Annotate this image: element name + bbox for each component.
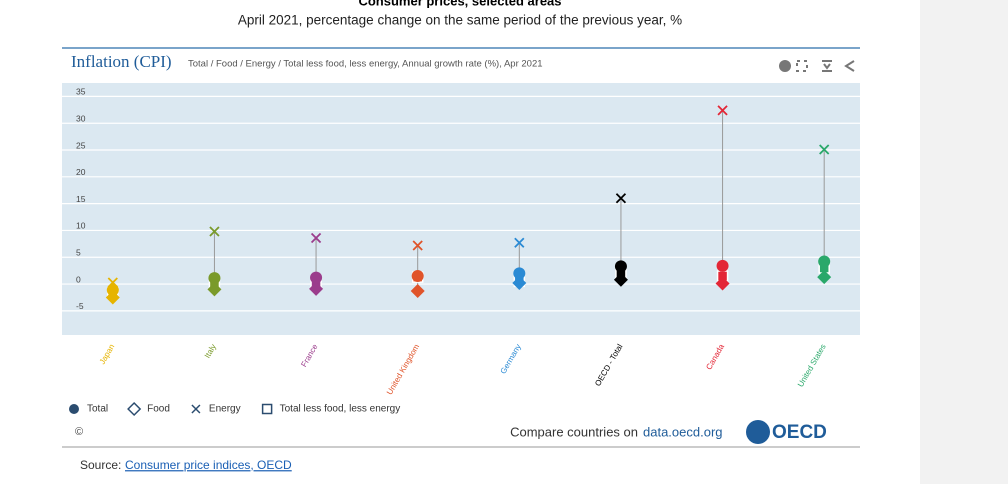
legend-label: Energy: [209, 404, 241, 415]
compare-link[interactable]: data.oecd.org: [643, 424, 723, 439]
download-icon[interactable]: [822, 60, 832, 72]
x-tick-label: Japan: [98, 343, 117, 366]
dot-food: [207, 282, 222, 297]
x-tick-label: Canada: [704, 342, 726, 371]
dot-food: [715, 276, 730, 291]
toolbar[interactable]: [779, 60, 855, 72]
dot-energy: [514, 237, 525, 248]
panel-subtitle: Total / Food / Energy / Total less food,…: [188, 59, 543, 70]
dot-total: [208, 272, 221, 285]
logo-globe: [746, 420, 770, 444]
dot-food: [817, 270, 832, 285]
legend-marker: [69, 404, 79, 414]
y-tick-label: 25: [76, 140, 86, 150]
dot-food: [410, 284, 425, 299]
copyright: ©: [75, 426, 83, 438]
info-icon[interactable]: [779, 60, 791, 72]
x-tick-label: OECD - Total: [593, 342, 624, 387]
dot-total: [106, 283, 119, 296]
y-tick-label: 0: [76, 274, 81, 284]
y-tick-label: 35: [76, 87, 86, 97]
dot-energy: [615, 193, 627, 204]
panel-title: Inflation (CPI): [71, 52, 172, 71]
dot-total: [310, 271, 323, 284]
y-tick-label: 15: [76, 194, 86, 204]
dot-total: [614, 260, 627, 273]
dot-energy: [717, 105, 728, 116]
y-tick-label: 20: [76, 167, 86, 177]
y-tick-label: 30: [76, 113, 86, 123]
x-tick-label: United States: [796, 343, 828, 389]
logo-text: OECD: [772, 422, 827, 443]
side-strip: [920, 0, 1008, 484]
compare-text: Compare countries on: [510, 424, 638, 439]
legend-label: Food: [147, 404, 170, 415]
dot-energy: [310, 232, 322, 244]
legend-label: Total less food, less energy: [280, 404, 401, 415]
x-tick-label: United Kingdom: [385, 342, 421, 396]
legend-marker: [191, 404, 201, 414]
y-tick-label: 5: [76, 248, 81, 258]
x-tick-label: Germany: [499, 343, 523, 376]
dot-food: [309, 281, 324, 296]
dot-food: [512, 275, 527, 290]
dot-total: [716, 259, 729, 272]
dot-total: [818, 255, 831, 268]
chart-subtitle: April 2021, percentage change on the sam…: [238, 13, 682, 28]
y-tick-label: -5: [76, 301, 84, 311]
dot-energy: [209, 226, 220, 237]
y-tick-label: 10: [76, 221, 86, 231]
legend-marker: [261, 403, 273, 415]
share-icon[interactable]: [844, 60, 855, 72]
legend-marker: [127, 401, 142, 417]
dot-total: [513, 267, 526, 280]
source-link[interactable]: Consumer price indices, OECD: [125, 458, 292, 472]
dot-food: [613, 272, 628, 287]
chart-title: Consumer prices, selected areas: [358, 0, 561, 8]
dot-energy: [412, 240, 423, 251]
dot-energy: [107, 277, 118, 288]
legend-label: Total: [87, 404, 108, 415]
dot-energy: [819, 144, 830, 155]
expand-icon[interactable]: [796, 60, 808, 72]
source-label: Source:: [80, 458, 121, 472]
x-tick-label: France: [299, 342, 320, 369]
dot-total: [411, 270, 424, 283]
plot-background: [62, 83, 860, 335]
x-tick-label: Italy: [203, 343, 218, 360]
